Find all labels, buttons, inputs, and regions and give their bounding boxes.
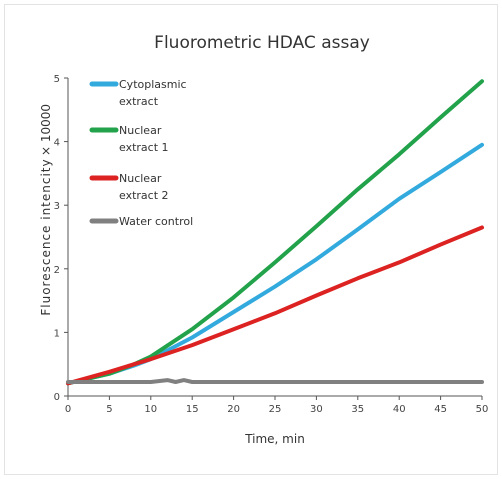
- x-tick-label: 5: [106, 404, 112, 415]
- series-line-4: [66, 378, 484, 384]
- y-tick-label: 5: [54, 74, 60, 85]
- y-tick-label: 1: [54, 328, 60, 339]
- y-axis-label: Fluorescence intencity: [39, 158, 53, 315]
- legend-label: Nuclear: [119, 172, 162, 185]
- x-tick-label: 50: [476, 404, 489, 415]
- chart-title: Fluorometric HDAC assay: [154, 33, 370, 53]
- y-ticks: 0 1 2 3 4 5: [54, 74, 68, 403]
- y-tick-label: 4: [54, 138, 60, 149]
- x-tick-label: 45: [434, 404, 447, 415]
- legend-label: Cytoplasmic: [119, 78, 187, 91]
- legend: Cytoplasmic extract Nuclear extract 1 Nuclea…: [89, 78, 193, 228]
- legend-label: Water control: [119, 215, 193, 228]
- series-line-3: [66, 225, 484, 386]
- x-tick-label: 10: [144, 404, 157, 415]
- x-tick-label: 35: [351, 404, 364, 415]
- x-tick-label: 20: [227, 404, 240, 415]
- x-tick-label: 40: [393, 404, 406, 415]
- x-tick-label: 15: [186, 404, 199, 415]
- x-tick-label: 25: [269, 404, 282, 415]
- series-lines: [66, 79, 484, 386]
- y-tick-label: 2: [54, 265, 60, 276]
- x-tick-label: 30: [310, 404, 323, 415]
- legend-label: extract: [119, 95, 159, 108]
- x-ticks: 0 5 10 15 20 25 30 35 40 45 50: [65, 396, 489, 415]
- x-axis-label: Time, min: [244, 432, 305, 446]
- legend-label: Nuclear: [119, 124, 162, 137]
- legend-label: extract 2: [119, 189, 169, 202]
- legend-label: extract 1: [119, 141, 169, 154]
- x-tick-label: 0: [65, 404, 71, 415]
- y-axis-multiplier: × 10000: [39, 104, 53, 156]
- y-tick-label: 0: [54, 392, 60, 403]
- y-tick-label: 3: [54, 201, 60, 212]
